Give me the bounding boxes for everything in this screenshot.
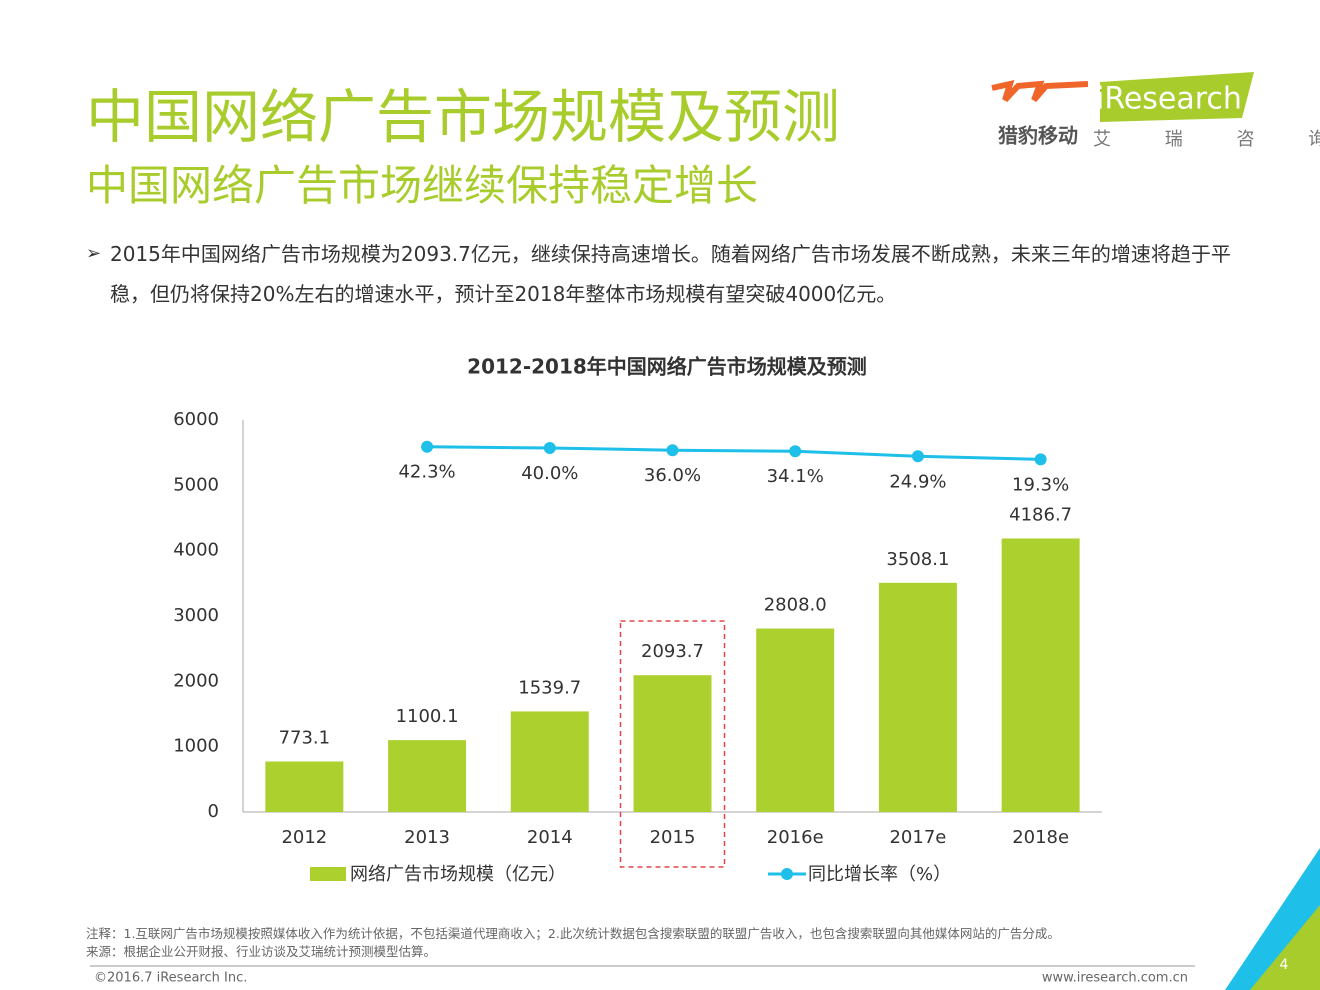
growth-point (789, 445, 802, 458)
y-tick-label: 3000 (173, 605, 219, 626)
growth-value-label: 34.1% (767, 466, 824, 487)
legend-label: 同比增长率（%） (808, 864, 951, 885)
note: 注释：1.互联网广告市场规模按照媒体收入作为统计依据，不包括渠道代理商收入；2.… (86, 926, 1060, 941)
y-tick-label: 5000 (173, 474, 219, 495)
logo-cn: 艾 瑞 咨 询 (1093, 129, 1320, 150)
growth-point (543, 442, 556, 454)
corner-decoration (1250, 905, 1320, 990)
legend-swatch (781, 868, 793, 880)
footer-url: www.iresearch.com.cn (1042, 971, 1188, 986)
x-tick-label: 2012 (281, 827, 327, 848)
slide-subtitle: 中国网络广告市场继续保持稳定增长 (86, 161, 759, 210)
y-tick-label: 6000 (173, 409, 219, 430)
bullet-icon: ➢ (86, 243, 102, 264)
logo-mark (991, 79, 1089, 103)
legend-label: 网络广告市场规模（亿元） (350, 864, 566, 885)
x-tick-label: 2017e (889, 827, 946, 848)
bar (1001, 538, 1080, 812)
bar-value-label: 1100.1 (396, 706, 459, 727)
growth-value-label: 36.0% (644, 465, 701, 486)
bar-value-label: 2093.7 (641, 641, 704, 662)
slide-title: 中国网络广告市场规模及预测 (86, 83, 841, 151)
y-tick-label: 1000 (173, 736, 219, 757)
chart-title: 2012-2018年中国网络广告市场规模及预测 (467, 355, 867, 379)
growth-value-label: 40.0% (521, 463, 578, 484)
y-tick-label: 4000 (173, 540, 219, 561)
bullet-text: 2015年中国网络广告市场规模为2093.7亿元，继续保持高速增长。随着网络广告… (110, 242, 1231, 306)
bar (878, 582, 957, 812)
growth-value-label: 42.3% (398, 462, 455, 483)
source: 来源：根据企业公开财报、行业访谈及艾瑞统计预测模型估算。 (86, 944, 437, 959)
y-tick-label: 0 (208, 801, 219, 822)
growth-point (421, 440, 434, 453)
logo-badge (1100, 72, 1254, 122)
bar (265, 761, 344, 812)
logo-partner: 猎豹移动 (998, 124, 1078, 148)
x-tick-label: 2015 (650, 827, 696, 848)
logo-brand: iResearch (1096, 82, 1242, 117)
bar-value-label: 1539.7 (518, 677, 581, 698)
highlight-box (619, 620, 726, 868)
page-number: 4 (1280, 957, 1289, 973)
growth-value-label: 19.3% (1012, 474, 1069, 495)
y-tick-label: 2000 (173, 670, 219, 691)
growth-line (427, 445, 1041, 461)
bar (633, 675, 712, 812)
bar (510, 711, 589, 812)
x-tick-label: 2018e (1012, 827, 1069, 848)
growth-point (911, 450, 924, 463)
growth-point (1034, 453, 1047, 466)
bar-value-label: 2808.0 (764, 595, 827, 616)
bar-value-label: 3508.1 (886, 549, 949, 570)
footer-copyright: ©2016.7 iResearch Inc. (94, 971, 247, 986)
bar-value-label: 773.1 (279, 727, 331, 748)
x-tick-label: 2013 (404, 827, 450, 848)
bar (756, 628, 835, 812)
bar-value-label: 4186.7 (1009, 504, 1072, 525)
legend-swatch (310, 867, 346, 881)
x-tick-label: 2016e (767, 827, 824, 848)
x-tick-label: 2014 (527, 827, 573, 848)
growth-value-label: 24.9% (889, 471, 946, 492)
bar (388, 740, 467, 812)
growth-point (666, 444, 679, 457)
